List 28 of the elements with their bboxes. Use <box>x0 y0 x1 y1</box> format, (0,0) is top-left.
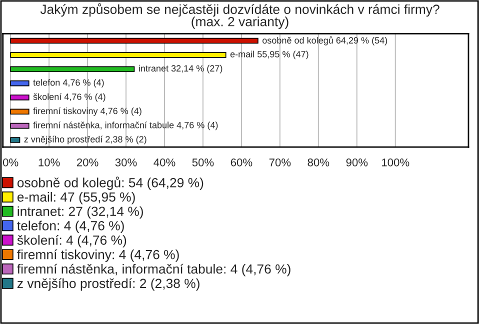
x-tick-label: 20% <box>76 158 98 166</box>
chart-title: Jakým způsobem se nejčastěji dozvídáte o novinkách v rámci firmy? (max. 2 varianty) <box>40 3 440 29</box>
legend-label: firemní nástěnka, informační tabule: 4 (4,76 %) <box>17 264 290 276</box>
data-label: firemní nástěnka, informační tabule 4,76 % (4) <box>33 122 218 130</box>
data-label: školení 4,76 % (4) <box>33 93 106 102</box>
x-tick-label: 80% <box>308 158 330 166</box>
x-tick-label: 50% <box>192 158 214 166</box>
data-label: firemní tiskoviny 4,76 % (4) <box>33 107 142 116</box>
x-tick-label: 70% <box>269 158 291 166</box>
data-label: intranet 32,14 % (27) <box>139 64 222 74</box>
x-tick-label: 30% <box>115 158 137 166</box>
x-tick-label: 100% <box>382 158 410 166</box>
legend-label: školení: 4 (4,76 %) <box>17 234 126 248</box>
x-tick-label: 0% <box>2 158 18 166</box>
data-label: e-mail 55,95 % (47) <box>230 50 308 60</box>
legend-label: e-mail: 47 (55,95 %) <box>17 192 135 204</box>
legend-label: z vnějšího prostředí: 2 (2,38 %) <box>17 278 200 291</box>
data-label: osobně od kolegů 64,29 % (54) <box>262 36 388 46</box>
x-tick-label: 40% <box>154 158 176 166</box>
legend-label: telefon: 4 (4,76 %) <box>17 220 124 233</box>
data-label: telefon 4,76 % (4) <box>33 79 104 88</box>
legend-label: firemní tiskoviny: 4 (4,76 %) <box>17 249 179 262</box>
x-tick-label: 10% <box>38 158 60 166</box>
legend-label: osobně od kolegů: 54 (64,29 %) <box>17 176 204 190</box>
legend-label: intranet: 27 (32,14 %) <box>18 206 143 219</box>
x-tick-label: 60% <box>230 158 252 166</box>
data-label: z vnějšího prostředí 2,38 % (2) <box>24 136 146 144</box>
x-tick-label: 90% <box>346 158 368 166</box>
